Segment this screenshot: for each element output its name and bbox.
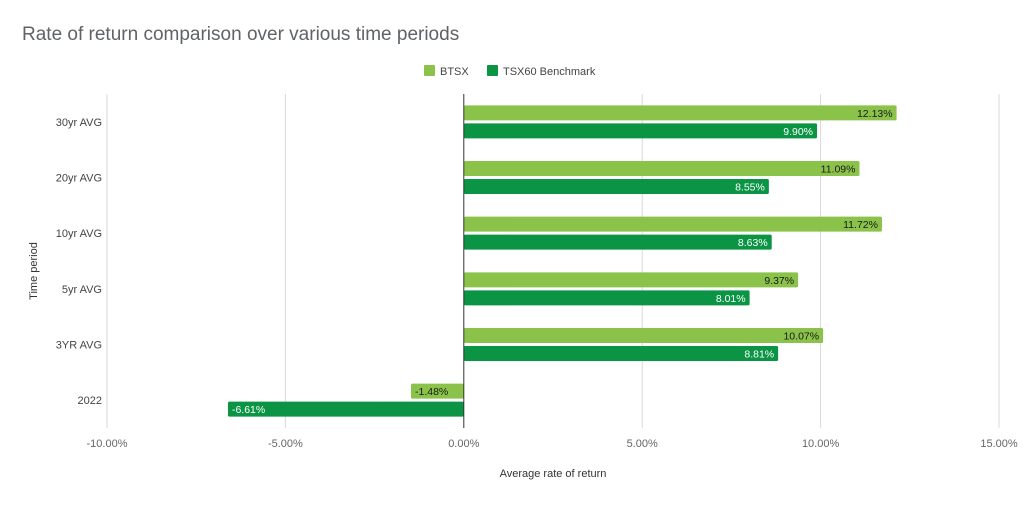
bar-0 (410, 383, 464, 399)
x-tick-label: 15.00% (980, 438, 1018, 450)
legend-swatch-1 (487, 65, 498, 76)
data-label: 8.55% (735, 182, 765, 194)
legend-label-1: TSX60 Benchmark (503, 66, 596, 78)
x-tick-label: -10.00% (87, 438, 128, 450)
chart-title: Rate of return comparison over various t… (22, 24, 460, 45)
data-label: 9.90% (783, 126, 813, 138)
data-label: 11.72% (843, 219, 878, 231)
bar-0 (463, 216, 882, 232)
y-axis-title: Time period (28, 242, 40, 300)
bar-1 (463, 346, 779, 361)
x-tick-label: -5.00% (268, 438, 303, 450)
data-label: 8.81% (744, 349, 774, 361)
category-label: 30yr AVG (56, 117, 102, 129)
legend-swatch-0 (424, 65, 435, 76)
data-label: 12.13% (857, 108, 893, 120)
data-label: 8.63% (738, 237, 768, 249)
bar-1 (463, 234, 772, 250)
legend-label-0: BTSX (440, 66, 469, 78)
category-label: 10yr AVG (56, 228, 102, 240)
category-label: 3YR AVG (56, 340, 102, 352)
x-tick-label: 5.00% (627, 438, 658, 450)
bar-0 (463, 161, 860, 176)
bar-1 (463, 123, 818, 139)
category-label: 20yr AVG (56, 173, 102, 185)
x-tick-label: 10.00% (802, 438, 840, 450)
data-label: 10.07% (783, 331, 819, 343)
category-label: 5yr AVG (62, 284, 102, 296)
bar-0 (463, 272, 799, 288)
bar-0 (463, 105, 897, 121)
data-label: -6.61% (232, 404, 265, 416)
data-label: 9.37% (764, 275, 794, 287)
x-axis-title: Average rate of return (500, 468, 607, 480)
data-label: 11.09% (821, 164, 856, 176)
bar-1 (463, 290, 750, 306)
x-tick-label: 0.00% (448, 438, 479, 450)
data-label: 8.01% (716, 293, 746, 305)
bar-1 (227, 401, 464, 417)
bar-0 (463, 328, 824, 343)
category-label: 2022 (78, 395, 102, 407)
bar-1 (463, 179, 769, 194)
data-label: -1.48% (415, 386, 448, 398)
